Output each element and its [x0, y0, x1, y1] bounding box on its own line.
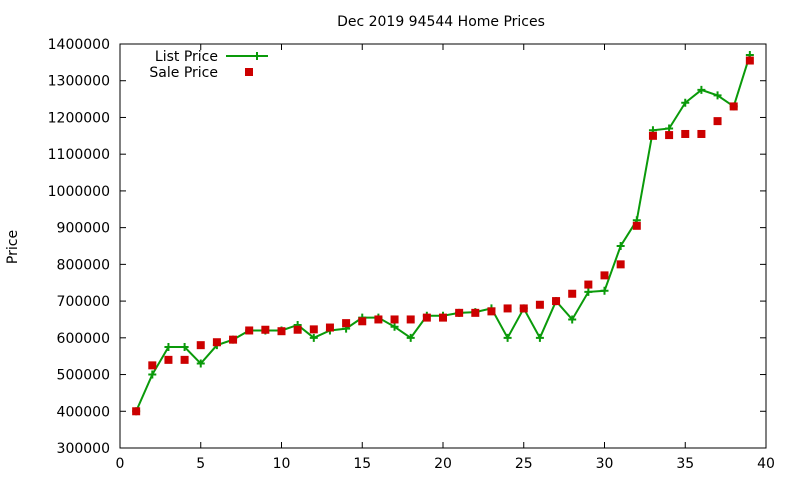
sale-price-point: [568, 289, 577, 298]
legend-label: Sale Price: [149, 65, 218, 81]
x-tick-label: 5: [196, 456, 205, 472]
y-tick-label: 1300000: [48, 74, 110, 90]
list-price-point: [697, 85, 706, 94]
list-price-point: [406, 333, 415, 342]
y-tick-label: 1100000: [48, 147, 110, 163]
sale-price-point: [632, 221, 641, 230]
list-price-point: [309, 333, 318, 342]
x-tick-label: 15: [353, 456, 371, 472]
sale-price-point: [196, 341, 205, 350]
sale-price-point: [422, 313, 431, 322]
x-tick-label: 40: [757, 456, 775, 472]
sale-price-point: [584, 280, 593, 289]
sale-price-point: [180, 355, 189, 364]
sale-price-point: [552, 297, 561, 306]
sale-price-point: [293, 325, 302, 334]
legend-square-marker: [245, 68, 253, 76]
sale-price-point: [535, 300, 544, 309]
list-price-point: [681, 98, 690, 107]
y-tick-label: 400000: [57, 404, 110, 420]
plot-frame: [119, 43, 767, 449]
sale-price-point: [697, 129, 706, 138]
sale-price-point: [261, 325, 270, 334]
list-price-point: [535, 333, 544, 342]
sale-price-point: [519, 304, 528, 313]
legend-label: List Price: [155, 49, 218, 65]
series-line-list-price: [135, 54, 751, 412]
sale-price-point: [325, 323, 334, 332]
sale-price-point: [245, 326, 254, 335]
sale-price-point: [455, 308, 464, 317]
sale-price-point: [132, 407, 141, 416]
sale-price-point: [374, 315, 383, 324]
sale-price-point: [148, 361, 157, 370]
sale-price-point: [600, 271, 609, 280]
sale-price-point: [229, 335, 238, 344]
y-tick-label: 1000000: [48, 184, 110, 200]
x-tick-label: 25: [515, 456, 533, 472]
list-price-point: [713, 91, 722, 100]
y-tick-label: 700000: [57, 294, 110, 310]
sale-price-point: [309, 325, 318, 334]
y-tick-label: 900000: [57, 221, 110, 237]
sale-price-point: [342, 319, 351, 328]
sale-price-point: [665, 131, 674, 140]
x-tick-label: 35: [676, 456, 694, 472]
list-price-point: [180, 343, 189, 351]
sale-price-point: [471, 308, 480, 317]
y-tick-label: 800000: [57, 257, 110, 273]
x-tick-label: 20: [434, 456, 452, 472]
sale-price-point: [681, 129, 690, 138]
list-price-point: [568, 315, 577, 324]
list-price-point: [584, 287, 593, 296]
sale-price-point: [390, 315, 399, 324]
sale-price-point: [713, 117, 722, 126]
y-axis-label: Price: [5, 230, 21, 264]
x-tick-label: 0: [116, 456, 125, 472]
y-tick-label: 300000: [57, 441, 110, 457]
legend-plus-marker: [253, 52, 261, 60]
sale-price-point: [503, 304, 512, 313]
sale-price-point: [648, 131, 657, 140]
y-tick-label: 1400000: [48, 37, 110, 53]
list-price-point: [164, 343, 173, 351]
sale-price-point: [439, 313, 447, 322]
sale-price-point: [745, 56, 754, 65]
sale-price-point: [358, 317, 367, 326]
sale-price-point: [212, 338, 221, 347]
y-tick-label: 500000: [57, 368, 110, 384]
x-tick-label: 30: [596, 456, 614, 472]
sale-price-point: [487, 307, 496, 316]
sale-price-point: [406, 315, 415, 324]
list-price-point: [616, 242, 625, 250]
list-price-point: [503, 333, 512, 342]
list-price-point: [196, 359, 205, 368]
list-price-point: [600, 286, 609, 295]
sale-price-point: [277, 327, 286, 336]
list-price-point: [390, 322, 399, 331]
chart-title: Dec 2019 94544 Home Prices: [337, 14, 545, 30]
y-tick-label: 1200000: [48, 110, 110, 126]
plot-area: 0 5 10 15 20 25 30 35 40 300000 400000 500000 600000…: [48, 37, 775, 472]
sale-price-point: [729, 102, 738, 111]
list-price-point: [148, 370, 157, 379]
x-tick-label: 10: [273, 456, 291, 472]
y-tick-label: 600000: [57, 331, 110, 347]
sale-price-point: [616, 260, 625, 269]
sale-price-point: [164, 355, 173, 364]
